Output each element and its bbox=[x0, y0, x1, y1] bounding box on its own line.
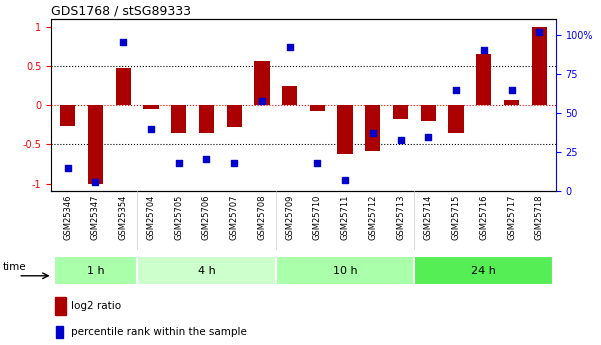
Point bbox=[118, 40, 128, 45]
Point bbox=[507, 87, 516, 92]
FancyBboxPatch shape bbox=[415, 256, 553, 285]
Text: GDS1768 / stSG89333: GDS1768 / stSG89333 bbox=[51, 5, 191, 18]
Point bbox=[201, 156, 211, 161]
Point bbox=[534, 29, 544, 34]
Point bbox=[396, 137, 406, 142]
Bar bbox=[282, 86, 297, 105]
Bar bbox=[227, 105, 242, 127]
Bar bbox=[476, 54, 492, 105]
Text: GSM25713: GSM25713 bbox=[396, 194, 405, 240]
Bar bbox=[115, 68, 131, 105]
Bar bbox=[60, 105, 75, 126]
Bar bbox=[504, 100, 519, 105]
Bar bbox=[365, 105, 380, 151]
Bar bbox=[338, 105, 353, 154]
Bar bbox=[310, 105, 325, 111]
Text: log2 ratio: log2 ratio bbox=[71, 301, 121, 311]
FancyBboxPatch shape bbox=[54, 256, 137, 285]
Bar bbox=[421, 105, 436, 121]
Text: GSM25716: GSM25716 bbox=[480, 194, 488, 240]
Point bbox=[313, 160, 322, 166]
Text: time: time bbox=[3, 262, 26, 272]
Text: 24 h: 24 h bbox=[471, 266, 496, 276]
Point bbox=[479, 48, 489, 53]
Point bbox=[340, 178, 350, 183]
Bar bbox=[254, 61, 269, 105]
Point bbox=[368, 131, 377, 136]
Text: GSM25347: GSM25347 bbox=[91, 194, 100, 240]
FancyBboxPatch shape bbox=[276, 256, 415, 285]
Text: GSM25711: GSM25711 bbox=[341, 194, 350, 240]
Text: GSM25705: GSM25705 bbox=[174, 194, 183, 240]
Point bbox=[146, 126, 156, 131]
Bar bbox=[55, 297, 66, 315]
Text: GSM25709: GSM25709 bbox=[285, 194, 294, 240]
Bar bbox=[199, 105, 214, 133]
Text: GSM25346: GSM25346 bbox=[63, 194, 72, 240]
Text: 10 h: 10 h bbox=[333, 266, 358, 276]
Text: GSM25708: GSM25708 bbox=[257, 194, 266, 240]
Text: GSM25707: GSM25707 bbox=[230, 194, 239, 240]
Point bbox=[174, 160, 183, 166]
Text: GSM25706: GSM25706 bbox=[202, 194, 211, 240]
Text: GSM25354: GSM25354 bbox=[119, 194, 127, 240]
Point bbox=[424, 134, 433, 139]
Bar bbox=[56, 326, 63, 338]
Text: GSM25714: GSM25714 bbox=[424, 194, 433, 240]
Point bbox=[451, 87, 461, 92]
Text: GSM25712: GSM25712 bbox=[368, 194, 377, 240]
Text: GSM25717: GSM25717 bbox=[507, 194, 516, 240]
Text: GSM25710: GSM25710 bbox=[313, 194, 322, 240]
Text: GSM25704: GSM25704 bbox=[147, 194, 156, 240]
Bar bbox=[393, 105, 408, 119]
Text: percentile rank within the sample: percentile rank within the sample bbox=[71, 327, 247, 337]
Bar bbox=[448, 105, 464, 133]
Text: GSM25718: GSM25718 bbox=[535, 194, 544, 240]
Point bbox=[285, 45, 294, 50]
Bar bbox=[143, 105, 159, 109]
Bar bbox=[171, 105, 186, 133]
Bar bbox=[88, 105, 103, 184]
FancyBboxPatch shape bbox=[137, 256, 276, 285]
Point bbox=[230, 160, 239, 166]
Text: GSM25715: GSM25715 bbox=[451, 194, 460, 240]
Point bbox=[63, 165, 73, 171]
Text: 4 h: 4 h bbox=[198, 266, 215, 276]
Point bbox=[257, 98, 267, 103]
Text: 1 h: 1 h bbox=[87, 266, 105, 276]
Point bbox=[91, 179, 100, 185]
Bar bbox=[532, 27, 547, 105]
